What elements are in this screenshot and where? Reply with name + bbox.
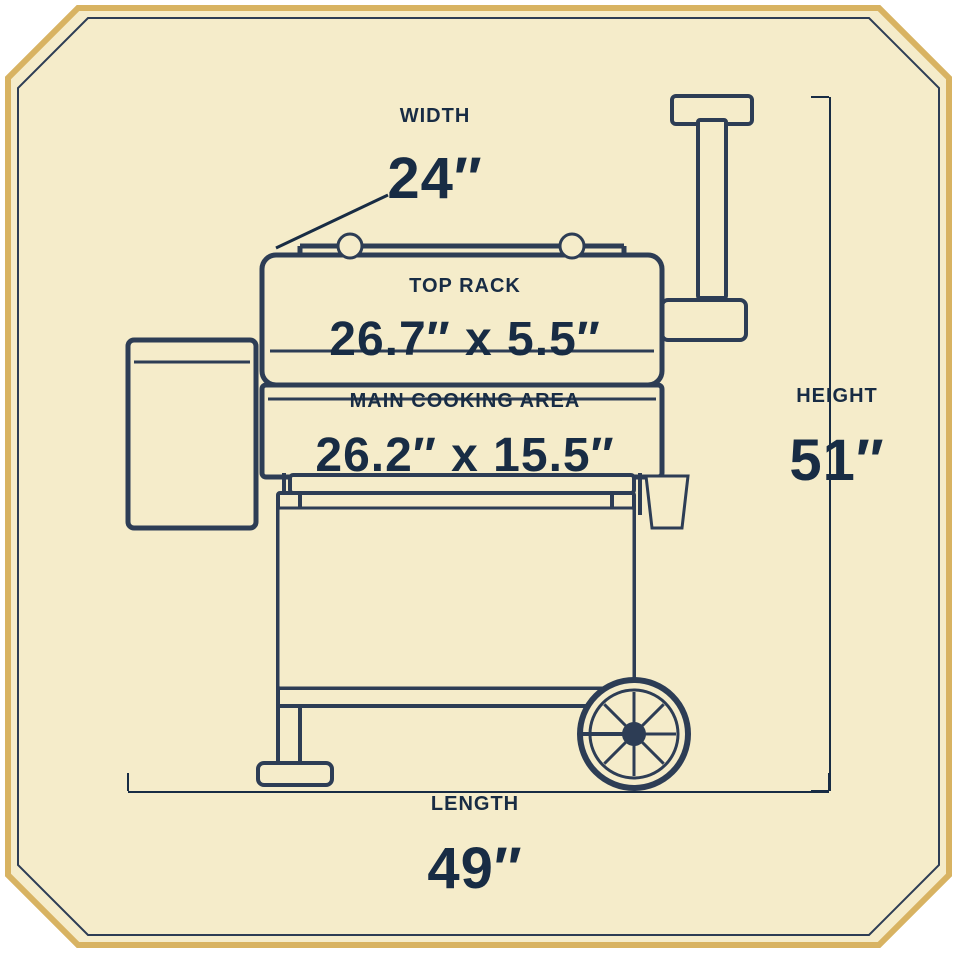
height-dim-tick-top [811,96,829,98]
main-area-value: 26.2″ x 15.5″ [265,428,665,483]
main-area-label: MAIN COOKING AREA [265,390,665,413]
width-label: WIDTH [235,105,635,128]
top-rack-label: TOP RACK [265,275,665,298]
height-label: HEIGHT [637,385,957,408]
length-value: 49″ [275,835,675,902]
width-value: 24″ [235,145,635,212]
height-dim-tick-bottom [811,790,829,792]
height-value: 51″ [637,427,957,494]
length-label: LENGTH [275,793,675,816]
length-dim-tick-left [127,773,129,791]
top-rack-value: 26.7″ x 5.5″ [265,312,665,367]
